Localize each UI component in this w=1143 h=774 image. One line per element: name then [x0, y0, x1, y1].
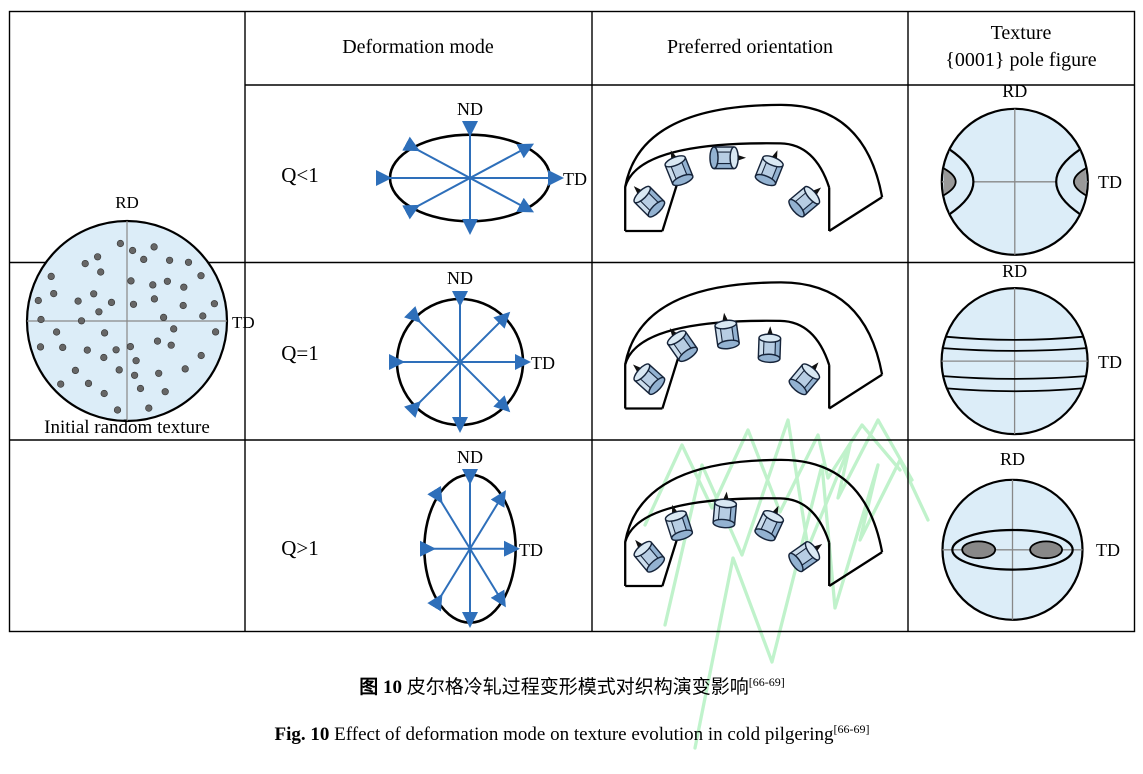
- svg-text:{0001} pole figure: {0001} pole figure: [945, 49, 1097, 71]
- svg-text:Initial random texture: Initial random texture: [44, 417, 210, 438]
- svg-text:Fig. 10 Effect of deformation: Fig. 10 Effect of deformation mode on te…: [275, 722, 870, 745]
- svg-text:Q=1: Q=1: [281, 341, 319, 365]
- svg-text:RD: RD: [1002, 261, 1027, 281]
- svg-text:TD: TD: [563, 169, 587, 189]
- svg-text:TD: TD: [519, 540, 543, 560]
- svg-text:TD: TD: [1096, 540, 1120, 560]
- svg-text:图 10 皮尔格冷轧过程变形模式对织构演变影响[66-69: 图 10 皮尔格冷轧过程变形模式对织构演变影响[66-69]: [359, 675, 785, 698]
- svg-text:TD: TD: [1098, 172, 1122, 192]
- svg-text:ND: ND: [457, 99, 483, 119]
- svg-text:TD: TD: [531, 353, 555, 373]
- svg-text:ND: ND: [457, 447, 483, 467]
- svg-text:Deformation mode: Deformation mode: [342, 36, 494, 58]
- svg-text:Preferred orientation: Preferred orientation: [667, 36, 833, 58]
- svg-text:RD: RD: [1002, 81, 1027, 101]
- svg-text:TD: TD: [232, 313, 255, 332]
- svg-text:RD: RD: [1000, 449, 1025, 469]
- svg-text:RD: RD: [115, 193, 139, 212]
- svg-text:Q<1: Q<1: [281, 163, 319, 187]
- svg-text:TD: TD: [1098, 352, 1122, 372]
- svg-text:Texture: Texture: [991, 22, 1052, 44]
- svg-text:ND: ND: [447, 268, 473, 288]
- svg-text:Q>1: Q>1: [281, 536, 319, 560]
